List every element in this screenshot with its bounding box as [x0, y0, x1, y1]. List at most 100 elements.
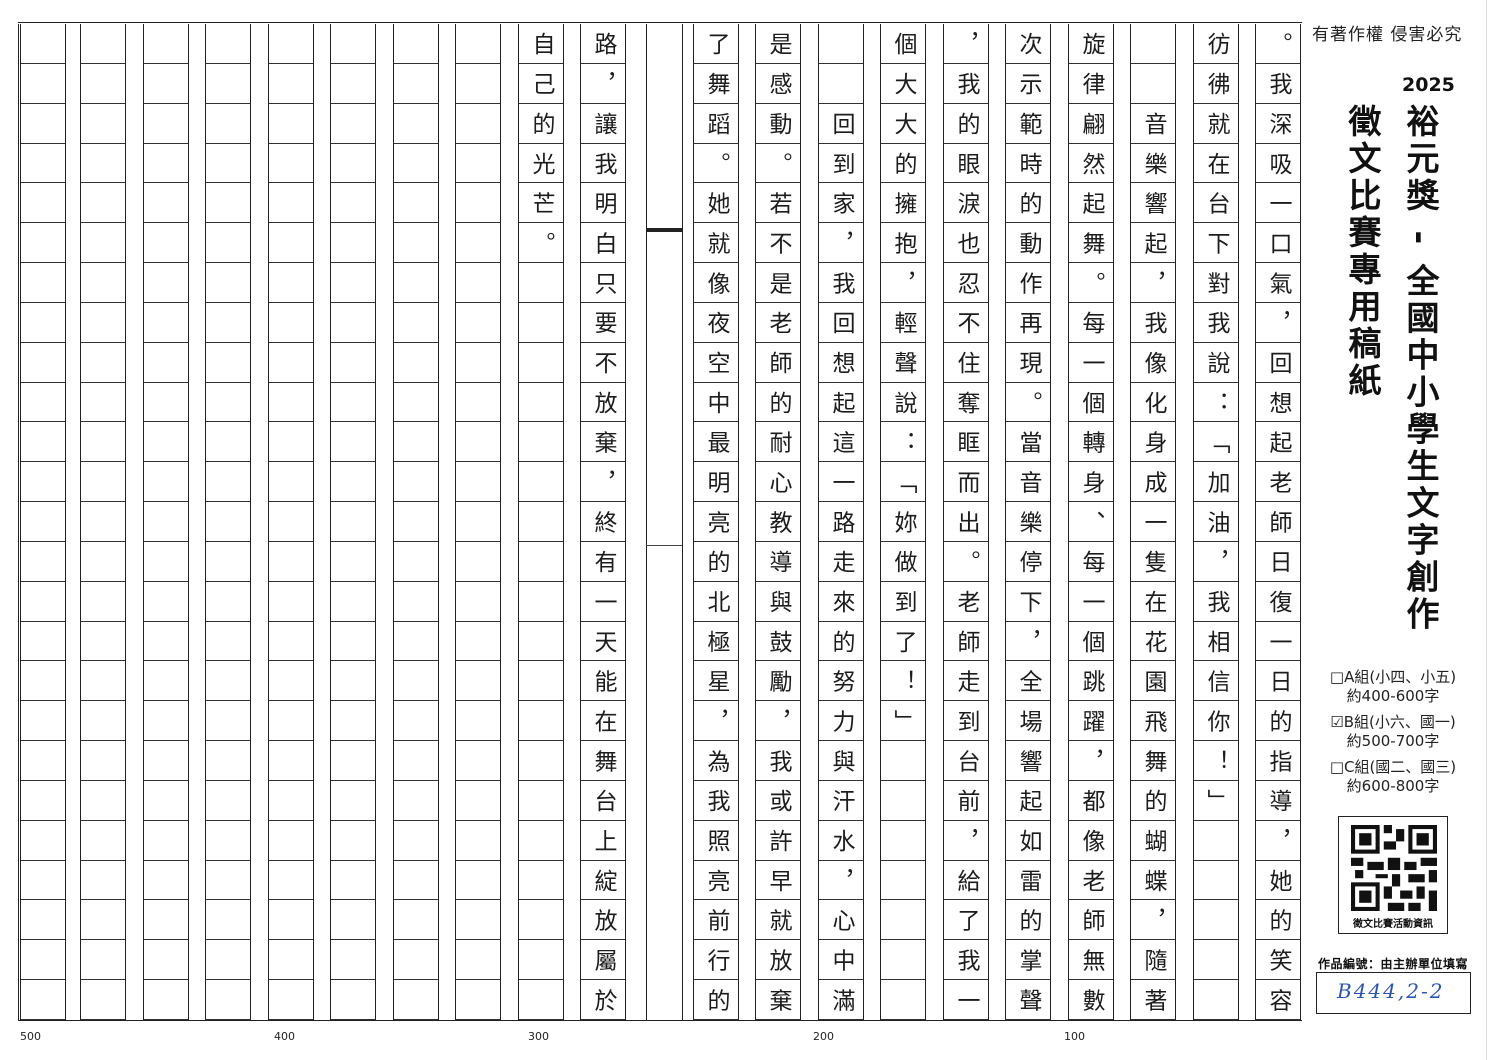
grid-cell: [694, 303, 738, 343]
grid-cell: [81, 861, 125, 901]
grid-column: 。我深吸一口氣，回想起老師日復一日的指導，她的笑容: [1255, 24, 1301, 1020]
grid-cell: [206, 343, 250, 383]
grid-cell: [1131, 24, 1175, 64]
grid-cell: [1194, 900, 1238, 941]
grid-cell: [1256, 622, 1300, 662]
grid-cell: [881, 661, 925, 702]
grid-cell: [206, 821, 250, 861]
grid-cell: [1256, 144, 1300, 184]
grid-cell: [331, 64, 375, 104]
contest-year: 2025: [1402, 74, 1455, 96]
grid-column: 旋律翩然起舞。每一個轉身、每一個跳躍，都像老師無數: [1068, 24, 1114, 1020]
grid-cell: [331, 263, 375, 303]
grid-cell: [21, 263, 65, 303]
grid-cell: [756, 582, 800, 622]
grid-cell: [1006, 303, 1050, 343]
essay-column-text: 次示範時的動作再現。當音樂停下，全場響起如雷的掌聲: [1015, 32, 1041, 1020]
grid-cell: [1256, 223, 1300, 264]
grid-cell: [581, 104, 625, 144]
grid-cell: [881, 422, 925, 463]
grid-cell: [881, 861, 925, 901]
grid-cell: [1256, 183, 1300, 224]
grid-cell: [81, 183, 125, 224]
grid-cell: [21, 582, 65, 622]
grid-column: 了舞蹈。她就像夜空中最明亮的北極星，為我照亮前行的: [693, 24, 739, 1020]
grid-column: [393, 24, 439, 1020]
grid-cell: [1069, 940, 1113, 981]
grid-cell: [21, 183, 65, 224]
grid-cell: [1006, 462, 1050, 503]
grid-cell: [881, 980, 925, 1020]
grid-cell: [881, 502, 925, 542]
grid-cell: [519, 622, 563, 662]
grid-cell: [394, 701, 438, 742]
grid-cell: [944, 622, 988, 662]
grid-cell: [394, 462, 438, 503]
grid-cell: [519, 183, 563, 224]
grid-cell: [694, 701, 738, 742]
grid-cell: [881, 104, 925, 144]
grid-cell: [456, 383, 500, 423]
grid-cell: [1194, 422, 1238, 463]
essay-column-text: 彷彿就在台下對我說：「加油，我相信你！」: [1203, 32, 1229, 830]
grid-cell: [819, 582, 863, 622]
grid-cell: [944, 64, 988, 104]
grid-cell: [144, 422, 188, 463]
grid-cell: [269, 64, 313, 104]
grid-cell: [819, 343, 863, 383]
grid-cell: [881, 940, 925, 981]
essay-column-text: 了舞蹈。她就像夜空中最明亮的北極星，為我照亮前行的: [703, 32, 729, 1020]
grid-cell: [331, 781, 375, 821]
grid-cell: [1006, 263, 1050, 303]
grid-cell: [1069, 183, 1113, 224]
grid-cell: [756, 223, 800, 264]
grid-cell: [1069, 542, 1113, 582]
grid-cell: [269, 462, 313, 503]
grid-cell: [1069, 821, 1113, 861]
grid-cell: [144, 940, 188, 981]
grid-cell: [819, 900, 863, 941]
grid-cell: [394, 900, 438, 941]
grid-cell: [1131, 741, 1175, 781]
grid-cell: [1069, 502, 1113, 542]
grid-cell: [144, 183, 188, 224]
grid-cell: [456, 542, 500, 582]
essay-column-text: [456, 24, 499, 1020]
grid-cell: [881, 24, 925, 64]
grid-cell: [144, 64, 188, 104]
grid-cell: [206, 422, 250, 463]
grid-cell: [144, 104, 188, 144]
grid-cell: [1131, 383, 1175, 423]
grid-cell: [1069, 622, 1113, 662]
grid-cell: [206, 104, 250, 144]
grid-cell: [756, 502, 800, 542]
grid-column: [205, 24, 251, 1020]
grid-cell: [81, 303, 125, 343]
group-label: □C組(國二、國三): [1329, 758, 1457, 776]
grid-cell: [694, 861, 738, 901]
grid-cell: [581, 542, 625, 582]
grid-cell: [1131, 980, 1175, 1020]
grid-cell: [519, 940, 563, 981]
grid-cell: [144, 502, 188, 542]
grid-cell: [206, 701, 250, 742]
grid-cell: [269, 821, 313, 861]
grid-cell: [756, 64, 800, 104]
grid-cell: [456, 622, 500, 662]
grid-cell: [269, 502, 313, 542]
grid-cell: [694, 781, 738, 821]
grid-cell: [694, 343, 738, 383]
grid-cell: [881, 303, 925, 343]
grid-cell: [206, 144, 250, 184]
grid-top-border: [18, 22, 1302, 23]
grid-cell: [331, 183, 375, 224]
grid-cell: [1131, 104, 1175, 144]
group-option-b[interactable]: ☑B組(小六、國一) 約500-700字: [1318, 713, 1468, 751]
char-count-100: 100: [1064, 1030, 1085, 1043]
grid-cell: [21, 980, 65, 1020]
group-option-c[interactable]: □C組(國二、國三) 約600-800字: [1318, 758, 1468, 796]
grid-cell: [1194, 661, 1238, 702]
group-option-a[interactable]: □A組(小四、小五) 約400-600字: [1318, 668, 1468, 706]
grid-cell: [81, 582, 125, 622]
grid-cell: [81, 701, 125, 742]
